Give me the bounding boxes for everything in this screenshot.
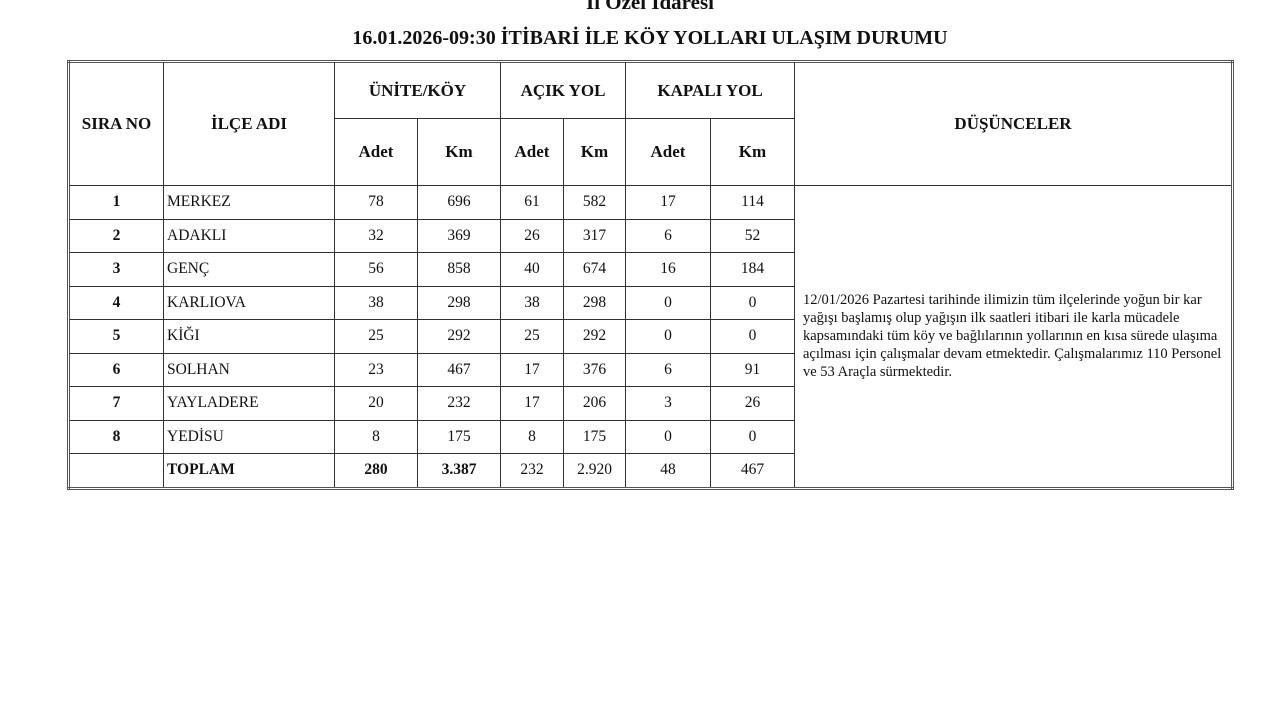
- cell-k-km: 0: [710, 319, 795, 354]
- sira-no: 1: [68, 185, 164, 220]
- table-row: 2 ADAKLI 32 369 26 317 6 52: [68, 218, 1233, 253]
- table-row: 7 YAYLADERE 20 232 17 206 3 26: [68, 386, 1233, 421]
- cell-a-km: 298: [563, 285, 626, 320]
- cell-k-adet: 16: [625, 252, 711, 287]
- cell-a-km: 376: [563, 352, 626, 387]
- empty-cell: [68, 453, 164, 489]
- cell-k-km: 184: [710, 252, 795, 287]
- table-row: 1 MERKEZ 78 696 61 582 17 114 12/01/2026 Pazarte…: [68, 185, 1233, 489]
- sira-no: 3: [68, 252, 164, 287]
- sira-no: 2: [68, 218, 164, 253]
- cell-u-adet: 38: [334, 285, 418, 320]
- cell-u-adet: 78: [334, 185, 418, 220]
- cell-k-adet: 0: [625, 319, 711, 354]
- cell-k-km: 0: [710, 285, 795, 320]
- cell-u-adet: 56: [334, 252, 418, 287]
- header-kapali-yol: KAPALI YOL: [625, 61, 795, 119]
- cell-u-km: 369: [417, 218, 501, 253]
- sira-no: 6: [68, 352, 164, 387]
- cell-u-adet: 8: [334, 419, 418, 454]
- organization-title: İl Özel İdaresi: [586, 0, 714, 14]
- cell-a-adet: 40: [500, 252, 564, 287]
- sira-no: 8: [68, 419, 164, 454]
- table-row: 8 YEDİSU 8 175 8 175 0 0: [68, 419, 1233, 454]
- table-row: 5 KİĞI 25 292 25 292 0 0: [68, 319, 1233, 354]
- sira-no: 7: [68, 386, 164, 421]
- cell-a-km: 674: [563, 252, 626, 287]
- cell-a-adet: 61: [500, 185, 564, 220]
- ilce-name: YAYLADERE: [163, 386, 335, 421]
- cell-a-km: 317: [563, 218, 626, 253]
- header-adet: Adet: [334, 118, 418, 186]
- total-u-adet: 280: [334, 453, 418, 489]
- total-label: TOPLAM: [163, 453, 335, 489]
- cell-k-adet: 6: [625, 218, 711, 253]
- cell-u-km: 175: [417, 419, 501, 454]
- cell-k-km: 52: [710, 218, 795, 253]
- ilce-name: YEDİSU: [163, 419, 335, 454]
- header-km: Km: [417, 118, 501, 186]
- total-u-km: 3.387: [417, 453, 501, 489]
- road-status-table: SIRA NO İLÇE ADI ÜNİTE/KÖY AÇIK YOL KAPA…: [67, 60, 1234, 490]
- sira-no: 4: [68, 285, 164, 320]
- cell-a-adet: 26: [500, 218, 564, 253]
- ilce-name: KARLIOVA: [163, 285, 335, 320]
- header-ilce-adi: İLÇE ADI: [163, 61, 335, 186]
- ilce-name: KİĞI: [163, 319, 335, 354]
- cell-u-km: 858: [417, 252, 501, 287]
- cell-u-adet: 23: [334, 352, 418, 387]
- cell-k-adet: 0: [625, 419, 711, 454]
- sira-no: 5: [68, 319, 164, 354]
- cell-k-adet: 6: [625, 352, 711, 387]
- total-row: TOPLAM 280 3.387 232 2.920 48 467: [68, 453, 1233, 489]
- header-dusunceler: DÜŞÜNCELER: [794, 61, 1233, 186]
- cell-a-km: 206: [563, 386, 626, 421]
- cell-k-km: 26: [710, 386, 795, 421]
- cell-u-km: 292: [417, 319, 501, 354]
- ilce-name: MERKEZ: [163, 185, 335, 220]
- cell-a-adet: 25: [500, 319, 564, 354]
- header-acik-yol: AÇIK YOL: [500, 61, 626, 119]
- total-a-adet: 232: [500, 453, 564, 489]
- cell-a-km: 175: [563, 419, 626, 454]
- ilce-name: SOLHAN: [163, 352, 335, 387]
- cell-u-adet: 32: [334, 218, 418, 253]
- cell-k-km: 0: [710, 419, 795, 454]
- cell-u-km: 467: [417, 352, 501, 387]
- cell-k-km: 91: [710, 352, 795, 387]
- header-adet: Adet: [625, 118, 711, 186]
- cell-k-km: 114: [710, 185, 795, 220]
- cell-u-km: 232: [417, 386, 501, 421]
- cell-u-adet: 25: [334, 319, 418, 354]
- dusunceler-note: 12/01/2026 Pazartesi tarihinde ilimizin …: [794, 185, 1233, 489]
- header-adet: Adet: [500, 118, 564, 186]
- cell-a-adet: 8: [500, 419, 564, 454]
- total-k-adet: 48: [625, 453, 711, 489]
- cell-k-adet: 17: [625, 185, 711, 220]
- cell-u-km: 298: [417, 285, 501, 320]
- ilce-name: GENÇ: [163, 252, 335, 287]
- header-unite-koy: ÜNİTE/KÖY: [334, 61, 501, 119]
- cell-u-km: 696: [417, 185, 501, 220]
- cell-a-adet: 17: [500, 386, 564, 421]
- table-row: 3 GENÇ 56 858 40 674 16 184: [68, 252, 1233, 287]
- table-row: 4 KARLIOVA 38 298 38 298 0 0: [68, 285, 1233, 320]
- document-title: 16.01.2026-09:30 İTİBARİ İLE KÖY YOLLARI…: [352, 27, 948, 49]
- cell-a-km: 292: [563, 319, 626, 354]
- total-a-km: 2.920: [563, 453, 626, 489]
- cell-k-adet: 0: [625, 285, 711, 320]
- cell-k-adet: 3: [625, 386, 711, 421]
- ilce-name: ADAKLI: [163, 218, 335, 253]
- cell-u-adet: 20: [334, 386, 418, 421]
- header-km: Km: [710, 118, 795, 186]
- header-km: Km: [563, 118, 626, 186]
- total-k-km: 467: [710, 453, 795, 489]
- cell-a-km: 582: [563, 185, 626, 220]
- cell-a-adet: 38: [500, 285, 564, 320]
- cell-a-adet: 17: [500, 352, 564, 387]
- header-sira-no: SIRA NO: [68, 61, 164, 186]
